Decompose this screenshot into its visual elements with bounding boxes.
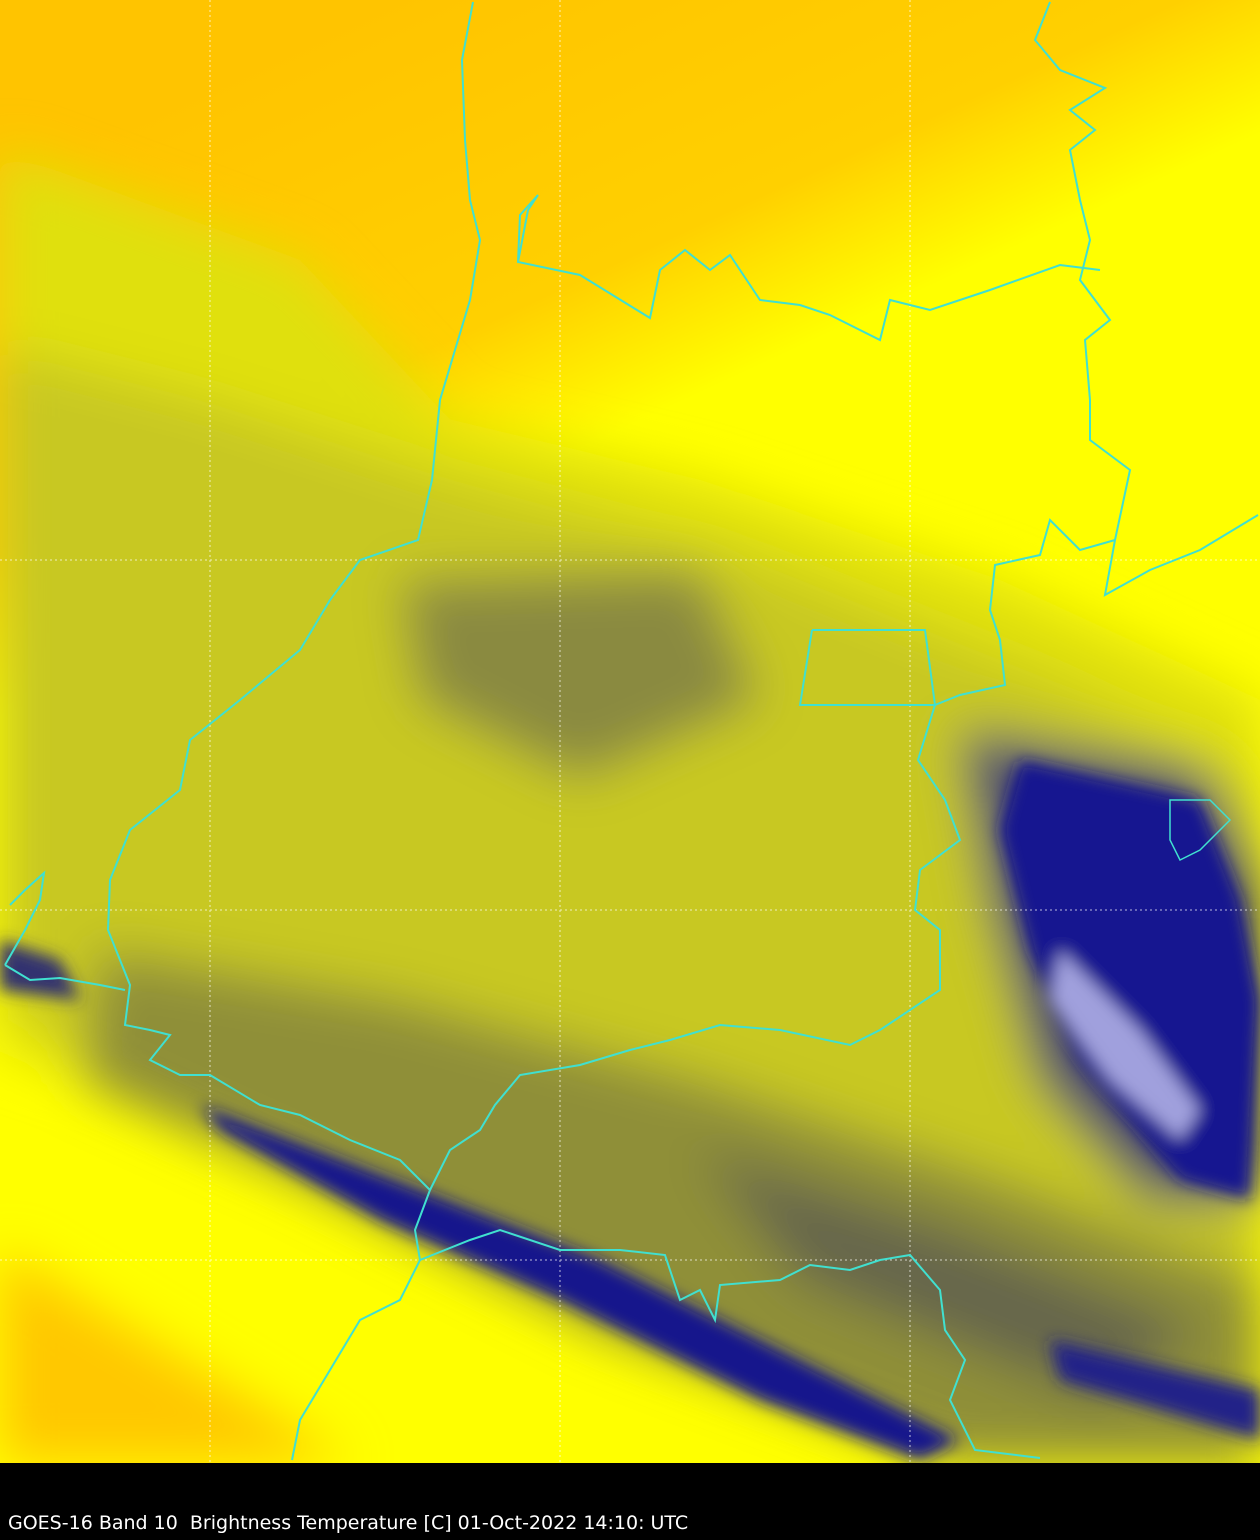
lat-lon-grid: [0, 0, 1260, 1463]
political-borders: [4, 1, 1259, 1461]
image-caption: GOES-16 Band 10 Brightness Temperature […: [8, 1512, 689, 1534]
brightness-temperature-map: [0, 0, 1260, 1463]
cold-cloud-streaks: [0, 760, 1260, 1460]
